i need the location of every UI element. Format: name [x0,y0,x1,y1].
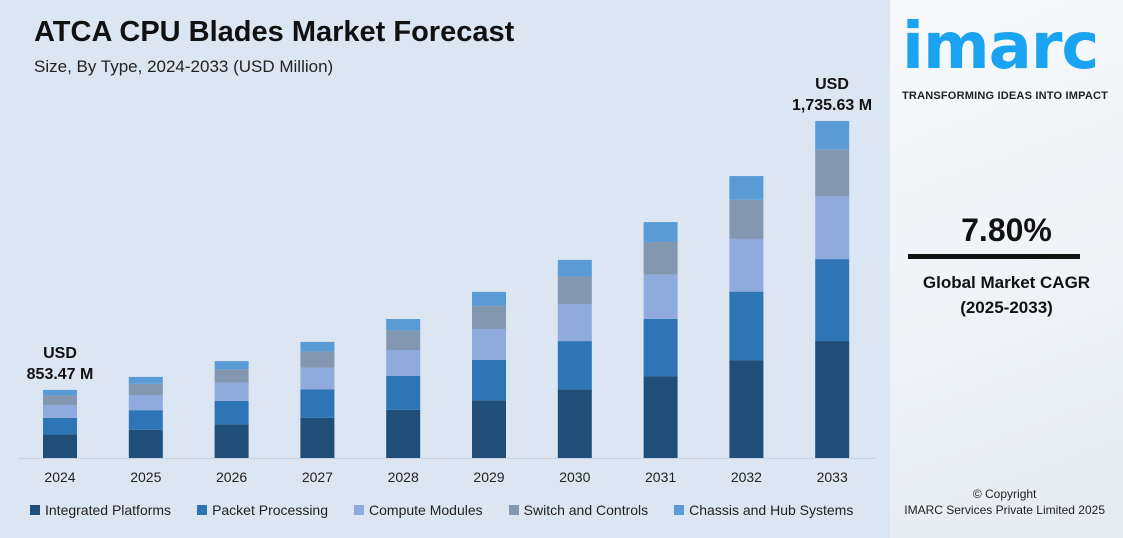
bar-segment-2033-4 [815,120,850,150]
copyright: © Copyright IMARC Services Private Limit… [904,486,1105,518]
side-panel: imarc TRANSFORMING IDEAS INTO IMPACT 7.8… [890,0,1123,538]
stacked-bar-chart: 2024 2025 2026 2027 2028 2029 2030 2031 2032 2033 [18,120,876,485]
x-tick-label: 2033 [817,469,848,485]
legend-item: Compute Modules [354,502,483,518]
annotation-line1: USD [43,345,77,362]
brand-tagline: TRANSFORMING IDEAS INTO IMPACT [902,90,1109,102]
x-tick-label: 2028 [388,469,419,485]
x-tick-label: 2024 [44,469,75,485]
bar-segment-2030-3 [557,276,592,305]
imarc-logo: imarc [902,10,1099,84]
annotation-2033: USD 1,735.63 M [772,74,892,116]
annotation-line1: USD [815,76,849,93]
bar-segment-2024-3 [43,395,77,406]
bar-segment-2024-0 [43,434,77,458]
legend-item: Packet Processing [197,502,328,518]
bar-segment-2025-1 [128,410,163,430]
bar-segment-2024-2 [43,405,77,418]
bar-segment-2027-1 [300,389,335,418]
bar-segment-2027-2 [300,367,335,390]
bar-segment-2032-2 [729,238,764,292]
bar-segment-2031-3 [643,241,678,275]
bar-segment-2028-0 [386,409,421,458]
x-tick-label: 2026 [216,469,247,485]
legend-label: Compute Modules [369,502,483,518]
legend-swatch [197,505,208,515]
bar-segment-2030-4 [557,259,592,277]
bar-segment-2027-0 [300,417,335,458]
bar-segment-2028-1 [386,376,421,410]
bar-segment-2025-2 [128,395,163,411]
bar-segment-2030-1 [557,341,592,390]
bar-segment-2032-4 [729,176,764,200]
bar-segment-2029-1 [472,359,506,401]
bar-segment-2024-4 [43,389,77,396]
bar-segment-2032-0 [729,360,764,458]
cagr-label-line1: Global Market CAGR [922,273,1091,292]
legend-item: Chassis and Hub Systems [674,502,853,518]
bar-segment-2027-4 [300,341,335,352]
x-tick-label: 2032 [731,469,762,485]
bar-segment-2033-3 [815,149,850,197]
bar-segment-2026-4 [214,361,249,370]
x-tick-label: 2030 [559,469,590,485]
legend-swatch [674,505,685,515]
chart-subtitle: Size, By Type, 2024-2033 (USD Million) [34,57,334,76]
bar-segment-2029-3 [472,305,506,329]
legend-swatch [508,505,519,515]
bar-segment-2026-0 [214,424,249,458]
legend-item: Integrated Platforms [30,502,171,518]
bar-segment-2031-2 [643,274,678,319]
x-tick-label: 2029 [473,469,504,485]
bar-segment-2031-4 [643,222,678,242]
bar-segment-2031-0 [643,376,678,458]
legend-label: Integrated Platforms [45,502,172,518]
chart-title: ATCA CPU Blades Market Forecast [34,16,515,48]
bar-segment-2024-1 [43,417,77,435]
bar-segment-2032-1 [729,291,764,361]
x-tick-label: 2031 [645,469,676,485]
x-tick-label: 2027 [302,469,333,485]
bar-segment-2032-3 [729,199,764,239]
legend-label: Chassis and Hub Systems [689,502,854,518]
chart-area: ATCA CPU Blades Market Forecast Size, By… [0,0,890,538]
legend-label: Switch and Controls [523,502,649,518]
bar-segment-2027-3 [300,351,335,368]
annotation-2024: USD 853.47 M [10,343,110,385]
bar-segment-2029-0 [472,400,506,458]
legend-swatch [354,505,365,515]
bar-segment-2033-1 [815,259,850,342]
x-tick-label: 2025 [130,469,161,485]
legend-item: Switch and Controls [508,502,649,518]
annotation-line2: 853.47 M [26,366,94,383]
cagr-value: 7.80% [961,212,1052,248]
cagr-label: Global Market CAGR (2025-2033) [905,270,1108,320]
bar-segment-2031-1 [643,318,678,377]
legend: Integrated Platforms Packet Processing Com… [30,502,853,518]
bar-segment-2025-0 [128,429,163,458]
annotation-line2: 1,735.63 M [791,97,873,114]
cagr-label-line2: (2025-2033) [960,298,1053,317]
bar-segment-2026-1 [214,400,249,425]
bar-segment-2028-4 [386,319,421,331]
bar-segment-2029-2 [472,328,506,360]
legend-label: Packet Processing [212,502,329,518]
bar-segment-2028-2 [386,350,421,377]
divider [908,254,1080,259]
bar-segment-2033-0 [815,341,850,458]
bar-segment-2028-3 [386,330,421,351]
bar-segment-2026-3 [214,369,249,383]
bar-segment-2025-3 [128,383,163,396]
bar-segment-2033-2 [815,196,850,260]
bar-segment-2026-2 [214,382,249,401]
bar-segment-2029-4 [472,291,506,306]
bar-segment-2030-0 [557,389,592,458]
bar-segment-2030-2 [557,304,592,342]
bar-segment-2025-4 [128,376,163,384]
legend-swatch [30,505,40,515]
copyright-line2: IMARC Services Private Limited 2025 [904,503,1105,517]
copyright-line1: © Copyright [972,487,1037,501]
